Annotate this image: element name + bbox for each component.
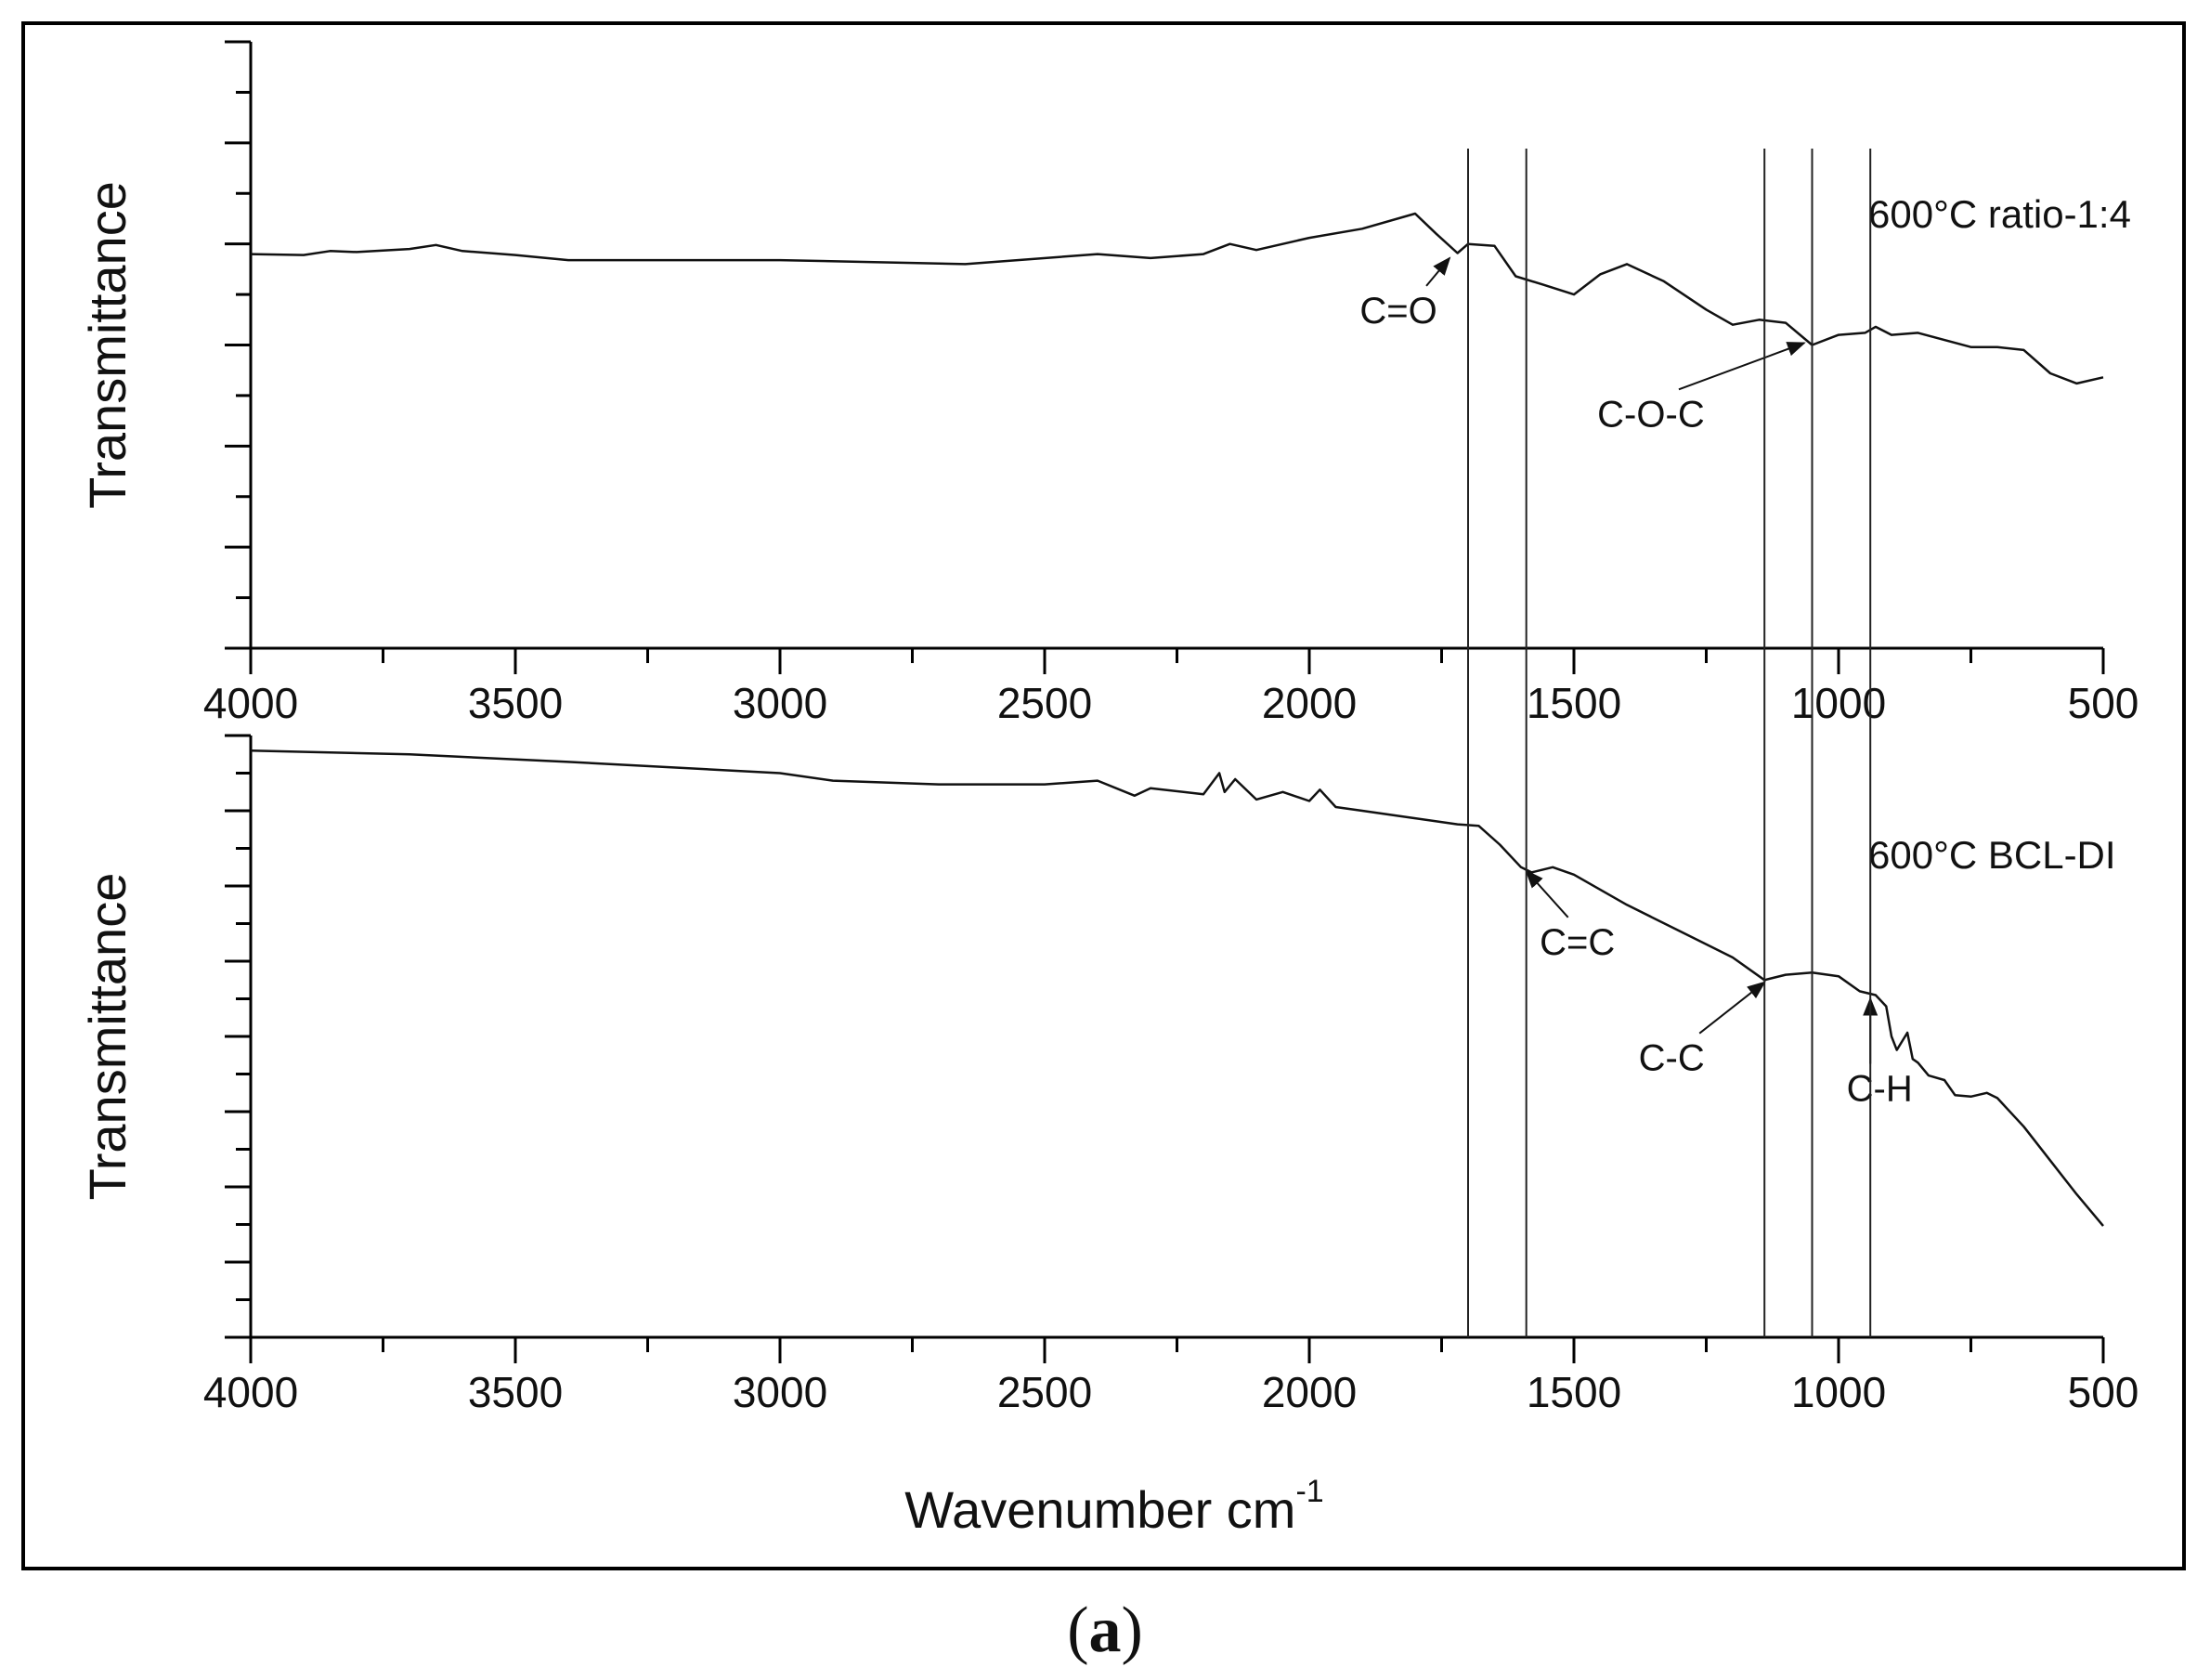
x-tick-label: 500 (2068, 679, 2139, 727)
figure-label-close-paren: ) (1122, 1595, 1143, 1666)
annotation-arrow (1525, 869, 1569, 918)
annotation-label: C=O (1359, 291, 1436, 332)
x-axis-title: Wavenumber cm-1 (904, 1474, 1323, 1539)
x-tick-label: 2000 (1262, 1368, 1357, 1416)
series-label: 600°C BCL-DI (1868, 833, 2116, 877)
figure-label-open-paren: ( (1067, 1595, 1088, 1666)
spectrum-line (250, 212, 2104, 385)
x-tick-label: 1500 (1527, 1368, 1621, 1416)
x-tick-label: 4000 (203, 679, 298, 727)
x-tick-label: 2000 (1262, 679, 1357, 727)
top-panel: 4000 3500 3000 2500 2000 1500 1000 500 Transmitt… (78, 40, 2139, 727)
series-label: 600°C ratio-1:4 (1868, 192, 2131, 236)
figure-label-letter: a (1089, 1595, 1122, 1666)
spectrum-line (250, 749, 2104, 1227)
reference-lines (1467, 149, 1872, 1337)
x-tick-label: 1000 (1791, 679, 1886, 727)
figure-border (21, 21, 2186, 1570)
x-tick-label: 500 (2068, 1368, 2139, 1416)
x-tick-label: 2500 (997, 1368, 1092, 1416)
annotation-arrow (1425, 256, 1451, 287)
annotation-label: C-C (1639, 1038, 1705, 1079)
x-tick-label: 3000 (733, 1368, 827, 1416)
x-tick-label: 3000 (733, 679, 827, 727)
y-axis-title: Transmittance (78, 181, 136, 509)
x-tick-label: 1500 (1527, 679, 1621, 727)
annotation-arrow (1698, 981, 1766, 1035)
y-axis-title: Transmittance (78, 873, 136, 1201)
annotation-label: C-H (1847, 1069, 1913, 1110)
x-tick-label: 3500 (468, 679, 563, 727)
annotation-label: C-O-C (1597, 394, 1705, 435)
bottom-panel: 4000 3500 3000 2500 2000 1500 1000 500 Transmitt… (78, 734, 2139, 1416)
x-tick-label: 2500 (997, 679, 1092, 727)
annotation-label: C=C (1540, 922, 1615, 963)
x-tick-label: 3500 (468, 1368, 563, 1416)
figure-label: (a) (1067, 1595, 1143, 1666)
x-tick-label: 4000 (203, 1368, 298, 1416)
x-tick-label: 1000 (1791, 1368, 1886, 1416)
x-axis-title-main: Wavenumber cm (904, 1480, 1295, 1539)
annotation-arrow (1678, 342, 1806, 391)
x-axis-title-superscript: -1 (1295, 1474, 1323, 1509)
